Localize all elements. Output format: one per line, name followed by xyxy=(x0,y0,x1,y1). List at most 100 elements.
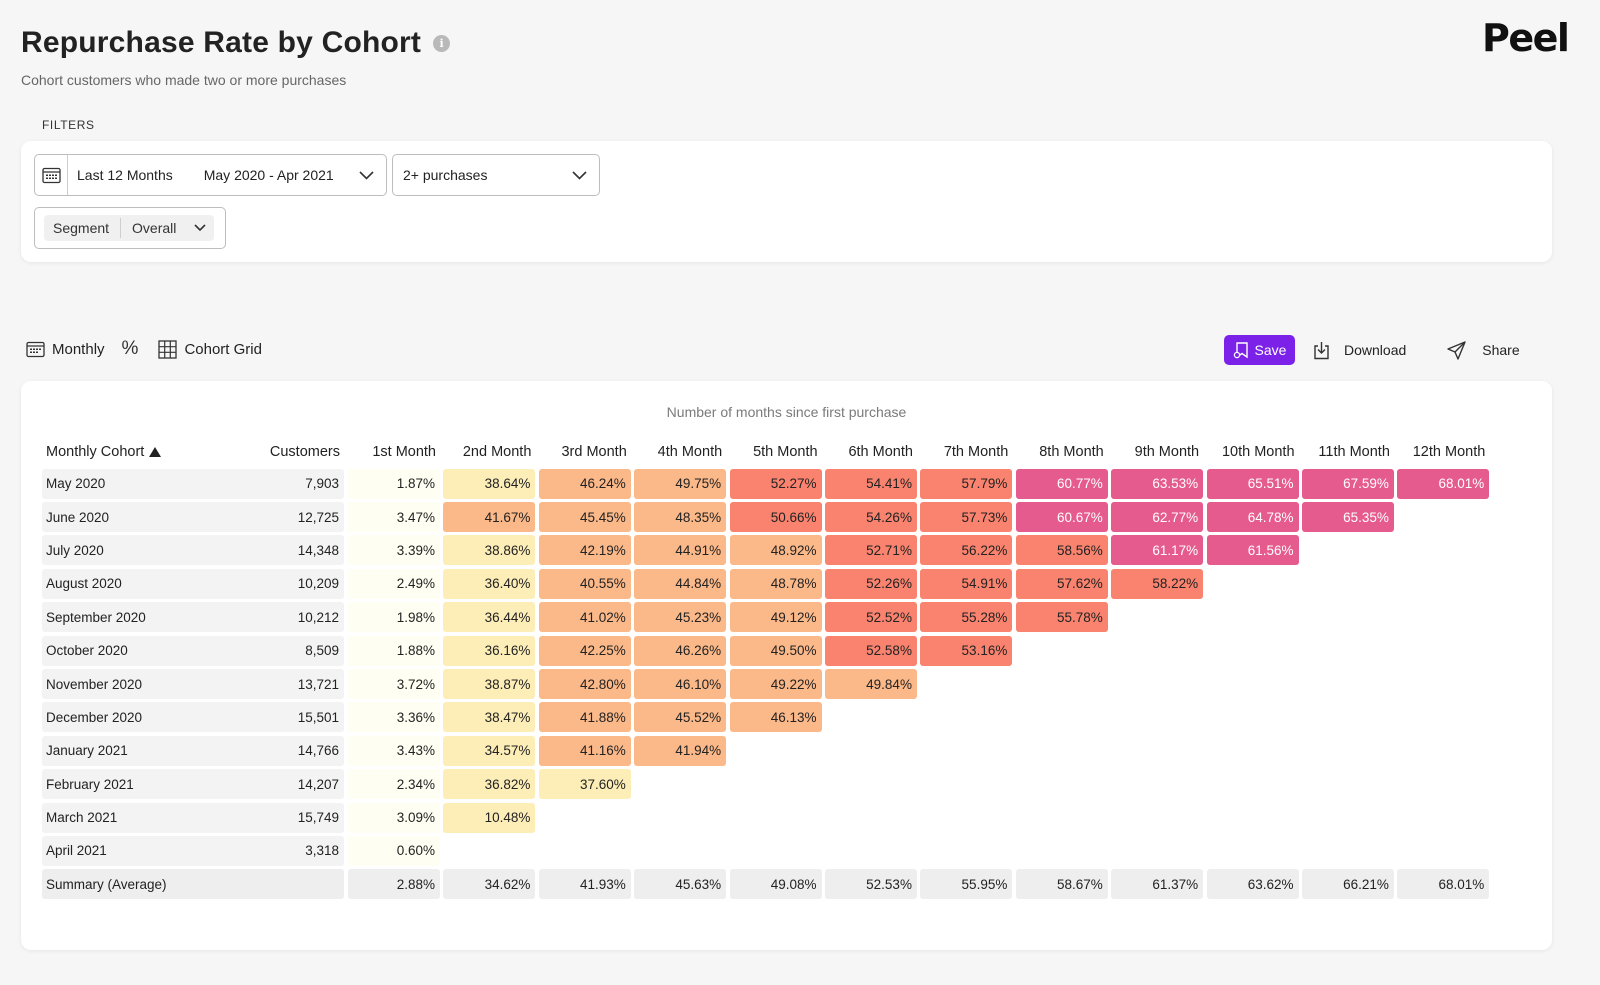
chevron-down-icon xyxy=(359,170,374,180)
cohort-cell xyxy=(1111,836,1203,866)
calendar-icon xyxy=(26,341,45,357)
cohort-label: April 2021 xyxy=(42,835,248,866)
cohort-cell xyxy=(1207,836,1299,866)
cohort-cell: 36.40% xyxy=(443,568,536,599)
segment-filter[interactable]: Segment Overall xyxy=(34,207,226,249)
cohort-cell: 38.47% xyxy=(443,702,536,733)
download-button[interactable]: Download xyxy=(1313,341,1406,360)
cohort-cell xyxy=(1016,803,1108,833)
table-row: June 2020 12,725 3.47% 41.67% 45.45% 48.35% 50… xyxy=(42,500,1493,533)
cohort-cell: 42.80% xyxy=(538,669,631,700)
cohort-cell xyxy=(825,702,917,732)
cohort-cell xyxy=(1111,669,1203,699)
cohort-cell xyxy=(1016,669,1108,699)
cohort-cell: 49.50% xyxy=(729,635,822,666)
cohort-cell: 2.34% xyxy=(348,769,440,800)
cohort-cell xyxy=(920,736,1012,766)
cohort-cell: 48.78% xyxy=(729,568,822,599)
cohort-cell xyxy=(920,803,1012,833)
cohort-cell: 54.41% xyxy=(824,468,917,499)
sort-ascending-icon[interactable] xyxy=(149,447,162,457)
table-row: December 2020 15,501 3.36% 38.47% 41.88% 45.5… xyxy=(42,701,1493,734)
percent-toggle-button[interactable]: % xyxy=(122,338,139,360)
cohort-cell xyxy=(920,769,1012,799)
column-header-label: 2nd Month xyxy=(462,444,532,460)
cohort-cell xyxy=(1207,569,1299,599)
cohort-cell xyxy=(1397,836,1489,866)
summary-cell: 66.21% xyxy=(1301,869,1394,900)
cohort-cell xyxy=(1397,669,1489,699)
cohort-cell: 52.26% xyxy=(824,568,917,599)
cohort-cell xyxy=(1302,636,1394,666)
view-toolbar: Monthly % Cohort Grid xyxy=(26,338,262,360)
cohort-cell xyxy=(1111,736,1203,766)
table-row: April 2021 3,318 0.60% xyxy=(42,834,1493,867)
cohort-grid: Monthly Cohort Customers 1st Month 2nd Mont… xyxy=(42,437,1493,901)
cohort-grid-button[interactable]: Cohort Grid xyxy=(158,339,262,359)
cohort-cell: 61.17% xyxy=(1111,535,1204,566)
save-button[interactable]: Save xyxy=(1224,335,1295,365)
cohort-cell xyxy=(1397,602,1489,632)
cohort-label: June 2020 xyxy=(42,502,248,533)
cohort-cell: 50.66% xyxy=(729,502,822,533)
date-range-dropdown[interactable]: Last 12 Months May 2020 - Apr 2021 xyxy=(34,154,387,196)
filters-card: Last 12 Months May 2020 - Apr 2021 2+ pu… xyxy=(21,141,1552,262)
cohort-cell: 52.58% xyxy=(824,635,917,666)
send-icon xyxy=(1447,340,1466,360)
share-button[interactable]: Share xyxy=(1447,340,1520,360)
cohort-cell xyxy=(1207,769,1299,799)
cohort-cell xyxy=(1111,602,1203,632)
purchases-dropdown[interactable]: 2+ purchases xyxy=(392,154,600,196)
cohort-label: August 2020 xyxy=(42,568,248,599)
info-icon[interactable]: i xyxy=(433,34,451,52)
cohort-cell: 67.59% xyxy=(1301,468,1394,499)
cohort-cell: 55.78% xyxy=(1015,602,1108,633)
cohort-cell: 52.27% xyxy=(729,468,822,499)
share-label: Share xyxy=(1482,342,1520,358)
cohort-cell xyxy=(1016,769,1108,799)
customer-count: 15,501 xyxy=(248,702,344,733)
cohort-cell: 56.22% xyxy=(920,535,1013,566)
cohort-cell xyxy=(1111,769,1203,799)
cohort-cell: 54.26% xyxy=(824,502,917,533)
cohort-cell xyxy=(634,803,726,833)
cohort-cell xyxy=(1016,636,1108,666)
cohort-cell: 45.52% xyxy=(634,702,727,733)
summary-cell: 41.93% xyxy=(538,869,631,900)
column-header: 1st Month xyxy=(348,437,440,467)
cohort-cell: 48.92% xyxy=(729,535,822,566)
logo-text: Peel xyxy=(1482,16,1570,60)
cohort-label: May 2020 xyxy=(42,468,248,499)
column-header[interactable]: Monthly Cohort xyxy=(42,437,248,467)
cohort-cell: 36.82% xyxy=(443,769,536,800)
filters-label: FILTERS xyxy=(42,118,95,132)
cohort-cell xyxy=(1207,636,1299,666)
segment-dropdown[interactable]: Segment Overall xyxy=(44,215,214,241)
date-preset-label: Last 12 Months xyxy=(77,167,173,183)
purchases-label: 2+ purchases xyxy=(403,167,488,183)
cohort-cell: 68.01% xyxy=(1397,468,1490,499)
cohort-cell xyxy=(1397,535,1489,565)
cohort-cell: 57.73% xyxy=(920,502,1013,533)
cohort-cell: 38.64% xyxy=(443,468,536,499)
cohort-cell: 46.13% xyxy=(729,702,822,733)
table-row: January 2021 14,766 3.43% 34.57% 41.16% 41.94… xyxy=(42,734,1493,767)
cohort-cell xyxy=(730,769,822,799)
cohort-cell xyxy=(1111,636,1203,666)
cohort-cell: 1.88% xyxy=(348,635,440,666)
cohort-cell xyxy=(1397,569,1489,599)
cohort-cell: 62.77% xyxy=(1111,502,1204,533)
granularity-monthly-button[interactable]: Monthly xyxy=(26,341,105,358)
cohort-cell: 41.16% xyxy=(538,735,631,766)
cohort-cell: 3.47% xyxy=(348,502,440,533)
column-header-label: 3rd Month xyxy=(561,444,627,460)
cohort-grid-card: Number of months since first purchase Mo… xyxy=(21,381,1552,950)
cohort-cell: 49.75% xyxy=(634,468,727,499)
title-row: Repurchase Rate by Cohort i xyxy=(21,26,451,60)
cohort-cell xyxy=(443,836,535,866)
segment-value: Overall xyxy=(132,220,177,236)
column-header-label: 9th Month xyxy=(1134,444,1200,460)
customer-count: 8,509 xyxy=(248,635,344,666)
table-row: September 2020 10,212 1.98% 36.44% 41.02% 45.… xyxy=(42,601,1493,634)
column-header: 12th Month xyxy=(1397,437,1489,467)
